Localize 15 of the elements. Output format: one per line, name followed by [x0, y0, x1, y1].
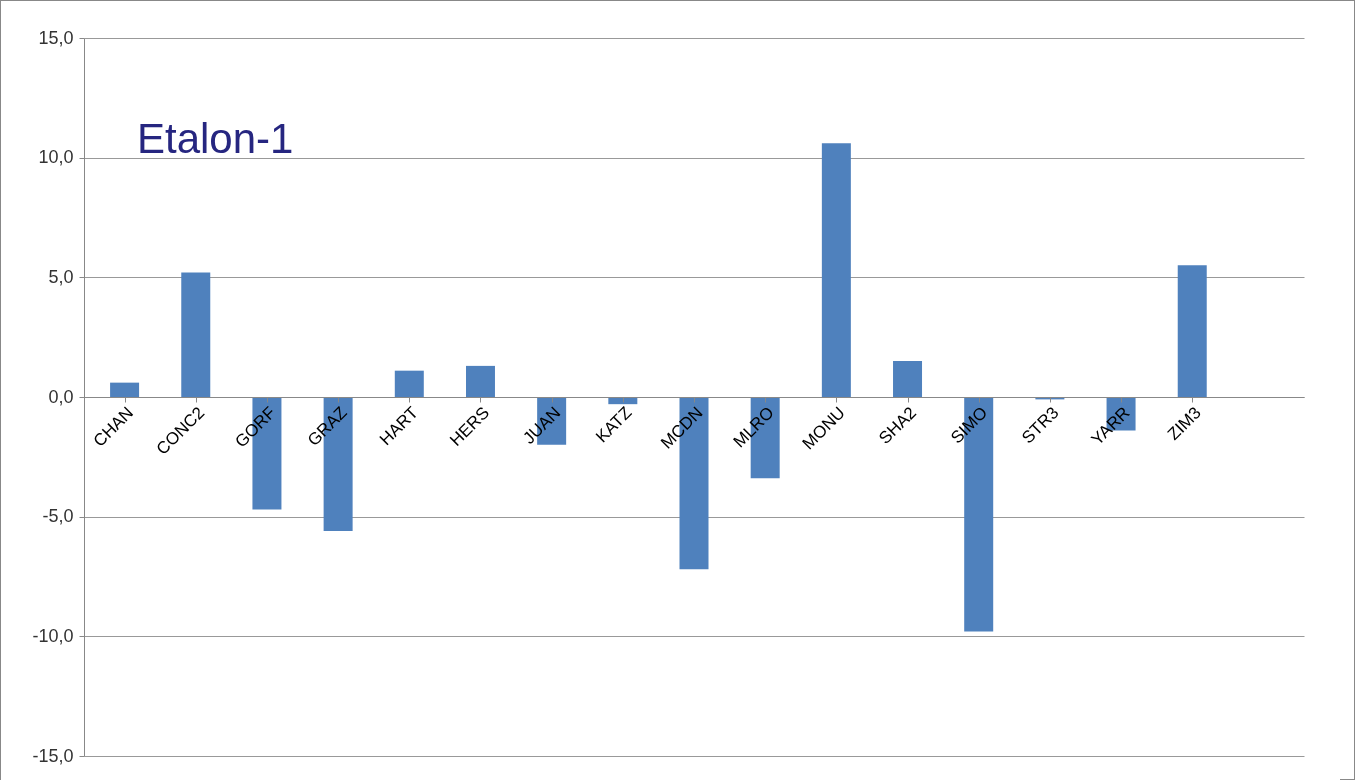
y-tick-label: -10,0: [32, 625, 74, 646]
y-tick-label: -5,0: [42, 506, 74, 527]
y-tick-label: 15,0: [38, 27, 74, 48]
y-tick-label: 5,0: [48, 266, 74, 287]
bar: [893, 361, 923, 397]
bar: [181, 272, 211, 397]
y-tick-label: 10,0: [38, 147, 74, 168]
y-tick-label: 0,0: [48, 386, 74, 407]
bar: [394, 370, 424, 397]
text: Etalon-1: [136, 115, 294, 162]
bar: [1177, 265, 1207, 397]
y-tick-label: -15,0: [32, 745, 74, 766]
bar: [821, 143, 851, 397]
bar: [110, 382, 140, 397]
bar: [465, 365, 495, 397]
